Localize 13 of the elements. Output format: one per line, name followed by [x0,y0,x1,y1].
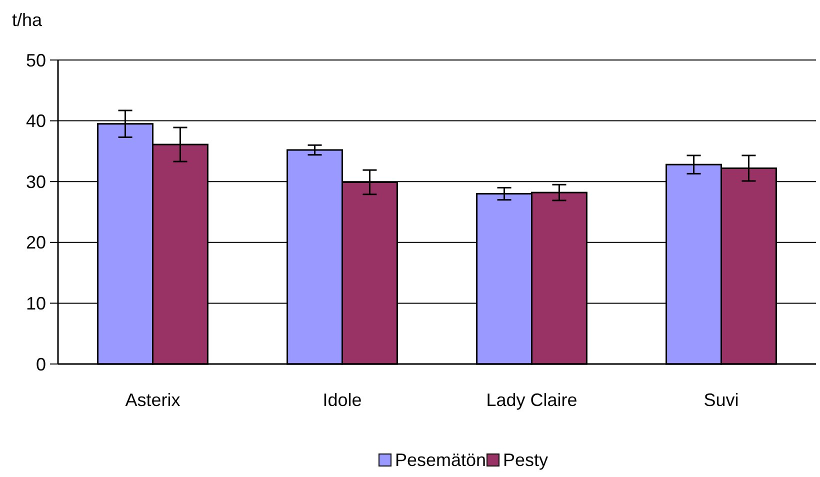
x-tick-label: Suvi [704,390,739,410]
legend-label: Pesemätön [395,450,486,470]
x-tick-label: Lady Claire [486,390,578,410]
y-axis-title: t/ha [12,10,44,30]
x-tick-label: Asterix [125,390,180,410]
x-tick-label: Idole [322,390,362,410]
y-tick-label: 20 [26,232,46,253]
y-tick-label: 50 [26,50,46,70]
y-tick-label: 10 [26,294,46,314]
y-tick-label: 0 [36,354,46,374]
y-tick-label: 40 [26,111,46,132]
legend-label: Pesty [503,450,548,470]
y-tick-label: 30 [26,172,46,192]
